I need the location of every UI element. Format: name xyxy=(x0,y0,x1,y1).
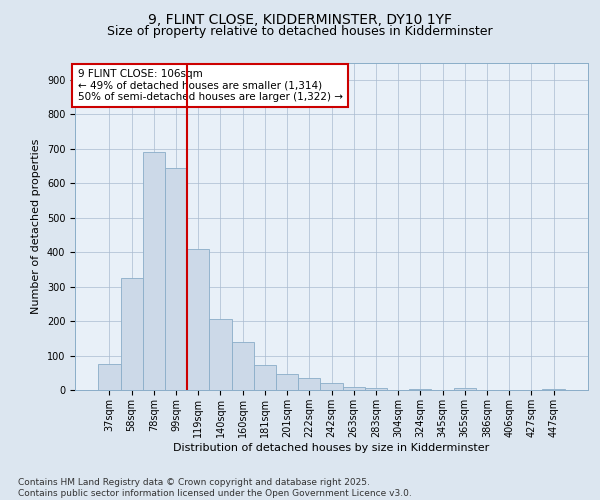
Bar xyxy=(365,388,387,390)
Bar xyxy=(209,320,232,390)
Bar xyxy=(454,388,476,390)
Bar xyxy=(165,168,187,390)
Bar xyxy=(343,386,365,390)
Bar xyxy=(542,388,565,390)
Bar xyxy=(143,152,165,390)
Y-axis label: Number of detached properties: Number of detached properties xyxy=(31,138,41,314)
Bar xyxy=(254,365,276,390)
Text: 9, FLINT CLOSE, KIDDERMINSTER, DY10 1YF: 9, FLINT CLOSE, KIDDERMINSTER, DY10 1YF xyxy=(148,12,452,26)
Bar xyxy=(187,248,209,390)
Text: 9 FLINT CLOSE: 106sqm
← 49% of detached houses are smaller (1,314)
50% of semi-d: 9 FLINT CLOSE: 106sqm ← 49% of detached … xyxy=(77,69,343,102)
Bar xyxy=(98,364,121,390)
X-axis label: Distribution of detached houses by size in Kidderminster: Distribution of detached houses by size … xyxy=(173,442,490,452)
Bar xyxy=(232,342,254,390)
Text: Contains HM Land Registry data © Crown copyright and database right 2025.
Contai: Contains HM Land Registry data © Crown c… xyxy=(18,478,412,498)
Bar xyxy=(276,374,298,390)
Bar xyxy=(298,378,320,390)
Bar xyxy=(409,388,431,390)
Bar xyxy=(121,278,143,390)
Bar xyxy=(320,383,343,390)
Text: Size of property relative to detached houses in Kidderminster: Size of property relative to detached ho… xyxy=(107,25,493,38)
